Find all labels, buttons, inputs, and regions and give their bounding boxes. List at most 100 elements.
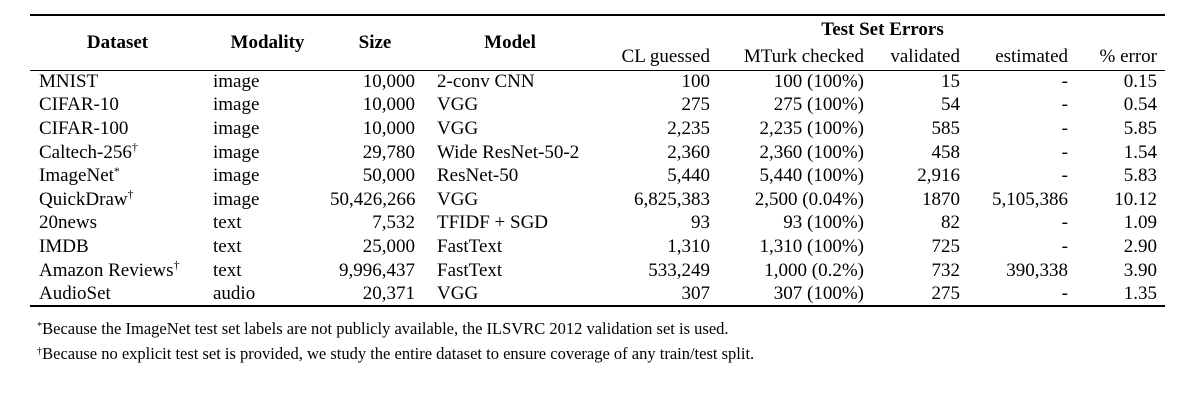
cell-estimated: -	[1061, 282, 1068, 304]
dataset-name: Amazon Reviews	[39, 259, 174, 281]
cell-mturk-checked: 275 (100%)	[773, 94, 864, 116]
cell-mturk-checked: 2,500 (0.04%)	[754, 188, 864, 210]
cell-validated: 732	[931, 259, 961, 281]
results-table: Dataset Modality Size Model Test Set Err…	[30, 14, 1166, 307]
cell-dataset: ImageNet*	[30, 164, 205, 188]
cell-model: VGG	[437, 94, 479, 116]
cell-model: TFIDF + SGD	[437, 212, 549, 234]
footnote-marker: †	[173, 259, 180, 273]
group-header-test-set-errors: Test Set Errors	[821, 19, 944, 40]
cell-size: 10,000	[362, 117, 415, 139]
cell-estimated: -	[1061, 212, 1068, 234]
cell-validated: 15	[941, 71, 960, 93]
cell-modality: text	[213, 259, 242, 281]
results-table-container: Dataset Modality Size Model Test Set Err…	[30, 14, 1166, 307]
table-body: MNIST image 10,000 2-conv CNN 100 100 (1…	[30, 70, 1165, 306]
cell-size: 50,426,266	[330, 188, 416, 210]
cell-validated: 1870	[922, 188, 960, 210]
cell-modality: image	[213, 188, 260, 210]
cell-dataset: AudioSet	[30, 282, 205, 306]
table-row: Amazon Reviews† text 9,996,437 FastText …	[30, 259, 1165, 283]
cell-pct-error: 2.90	[1123, 235, 1158, 257]
cell-modality: image	[213, 71, 260, 93]
cell-estimated: -	[1061, 141, 1068, 163]
cell-modality: text	[213, 235, 242, 257]
cell-estimated: 390,338	[1006, 259, 1068, 281]
cell-estimated: -	[1061, 94, 1068, 116]
footnote-marker: †	[131, 141, 138, 155]
cell-modality: image	[213, 94, 260, 116]
cell-model: ResNet-50	[437, 165, 519, 187]
column-header-dataset: Dataset	[86, 31, 149, 53]
dataset-name: Caltech-256	[39, 141, 132, 163]
cell-cl-guessed: 5,440	[667, 165, 710, 187]
column-header-estimated: estimated	[995, 45, 1068, 67]
cell-model: Wide ResNet-50-2	[437, 141, 580, 163]
footnote-text: Because the ImageNet test set labels are…	[42, 319, 729, 338]
table-row: CIFAR-100 image 10,000 VGG 2,235 2,235 (…	[30, 117, 1165, 141]
cell-mturk-checked: 2,235 (100%)	[759, 117, 864, 139]
dataset-name: 20news	[39, 212, 98, 234]
cell-modality: text	[213, 212, 242, 234]
dataset-name: MNIST	[39, 71, 99, 93]
column-header-size: Size	[358, 31, 392, 53]
footnote-marker: *	[113, 164, 120, 178]
dataset-name: CIFAR-10	[39, 94, 119, 116]
dataset-name: AudioSet	[39, 282, 111, 304]
cell-validated: 82	[941, 212, 960, 234]
footnote-asterisk: *Because the ImageNet test set labels ar…	[37, 316, 1167, 341]
cell-cl-guessed: 307	[681, 282, 711, 304]
table-header: Dataset Modality Size Model Test Set Err…	[30, 15, 1166, 70]
cell-mturk-checked: 1,000 (0.2%)	[764, 259, 864, 281]
cell-size: 50,000	[362, 165, 415, 187]
cell-estimated: 5,105,386	[992, 188, 1068, 210]
column-header-model: Model	[484, 31, 536, 53]
cell-mturk-checked: 1,310 (100%)	[759, 235, 864, 257]
cell-estimated: -	[1061, 71, 1068, 93]
cell-pct-error: 5.85	[1123, 117, 1158, 139]
cell-validated: 275	[931, 282, 961, 304]
table-row: ImageNet* image 50,000 ResNet-50 5,440 5…	[30, 164, 1165, 188]
cell-dataset: 20news	[30, 212, 205, 236]
cell-model: VGG	[437, 188, 479, 210]
sub-header-row: CL guessed MTurk checked validated estim…	[30, 44, 1165, 70]
table-row: Caltech-256† image 29,780 Wide ResNet-50…	[30, 141, 1165, 165]
column-header-cl-guessed: CL guessed	[621, 45, 710, 67]
footnote-marker: †	[127, 188, 134, 202]
cell-model: FastText	[437, 235, 503, 257]
column-header-mturk-checked: MTurk checked	[743, 45, 864, 67]
column-header-modality: Modality	[230, 31, 305, 53]
dagger-marker: †	[37, 345, 43, 357]
cell-size: 7,532	[372, 212, 415, 234]
cell-size: 29,780	[362, 141, 415, 163]
cell-size: 10,000	[362, 94, 415, 116]
cell-size: 9,996,437	[339, 259, 415, 281]
table-row: AudioSet audio 20,371 VGG 307 307 (100%)…	[30, 282, 1165, 306]
footnote-text: Because no explicit test set is provided…	[42, 344, 755, 363]
cell-cl-guessed: 93	[691, 212, 710, 234]
cell-validated: 54	[941, 94, 960, 116]
table-row: IMDB text 25,000 FastText 1,310 1,310 (1…	[30, 235, 1165, 259]
cell-model: FastText	[437, 259, 503, 281]
dataset-name: QuickDraw	[39, 188, 128, 210]
cell-model: 2-conv CNN	[437, 71, 535, 93]
cell-validated: 585	[931, 117, 961, 139]
cell-dataset: CIFAR-100	[30, 117, 205, 141]
cell-validated: 2,916	[917, 165, 960, 187]
cell-cl-guessed: 2,235	[667, 117, 710, 139]
cell-dataset: CIFAR-10	[30, 94, 205, 118]
cell-validated: 725	[931, 235, 961, 257]
cell-pct-error: 3.90	[1123, 259, 1158, 281]
cell-validated: 458	[931, 141, 961, 163]
cell-modality: image	[213, 165, 260, 187]
cell-size: 25,000	[362, 235, 415, 257]
dataset-name: CIFAR-100	[39, 117, 129, 139]
cell-cl-guessed: 533,249	[648, 259, 710, 281]
cell-modality: image	[213, 117, 260, 139]
cell-estimated: -	[1061, 165, 1068, 187]
cell-estimated: -	[1061, 235, 1068, 257]
cell-size: 20,371	[362, 282, 415, 304]
cell-cl-guessed: 100	[681, 71, 711, 93]
cell-model: VGG	[437, 117, 479, 139]
